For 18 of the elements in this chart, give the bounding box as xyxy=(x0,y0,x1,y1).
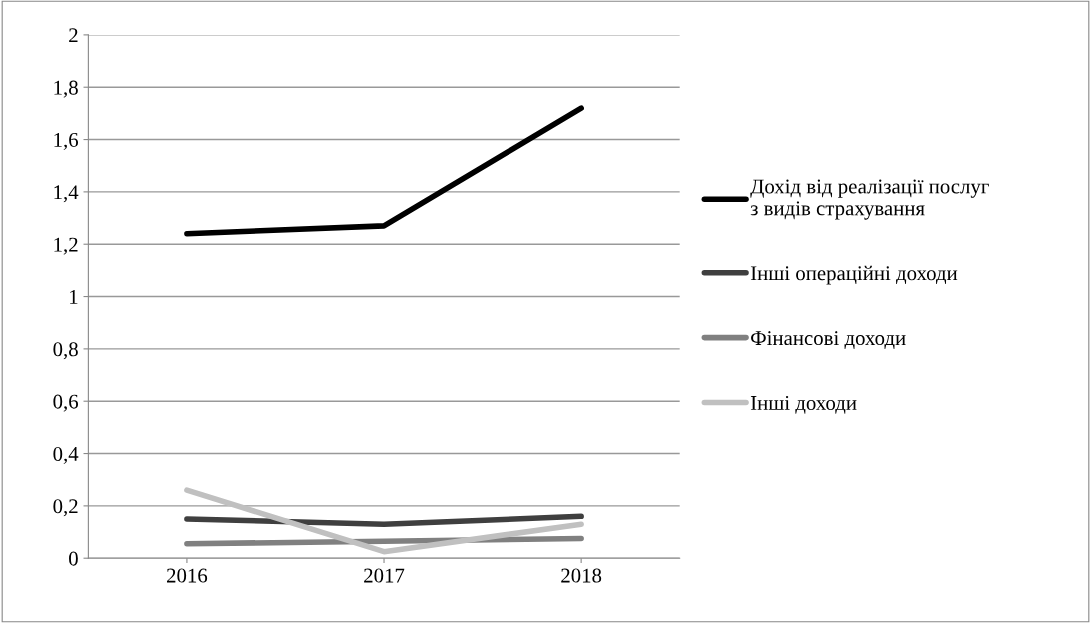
y-tick-label: 1,8 xyxy=(54,80,78,98)
y-tick-label: 2 xyxy=(69,28,78,43)
x-tick-label: 2017 xyxy=(364,568,405,583)
y-tick-label: 0,8 xyxy=(53,342,78,360)
x-tick-label: 2016 xyxy=(167,568,208,583)
legend-label: Дохід від реалізації послуг з видів страхування xyxy=(750,179,989,220)
y-tick-label: 1 xyxy=(70,290,78,304)
y-tick-label: 1,4 xyxy=(54,185,79,203)
legend-label: Інші операційні доходи xyxy=(750,265,958,285)
legend-label: Фінансові доходи xyxy=(751,331,906,349)
y-tick-label: 1,2 xyxy=(54,237,78,255)
y-tick-label: 0,4 xyxy=(53,446,79,464)
x-tick-label: 2018 xyxy=(561,568,602,583)
y-tick-label: 0 xyxy=(69,551,78,566)
y-tick-label: 1,6 xyxy=(54,132,79,150)
y-tick-label: 0,6 xyxy=(53,394,79,412)
legend-label: Інші доходи xyxy=(750,395,857,414)
y-tick-label: 0,2 xyxy=(53,499,78,517)
